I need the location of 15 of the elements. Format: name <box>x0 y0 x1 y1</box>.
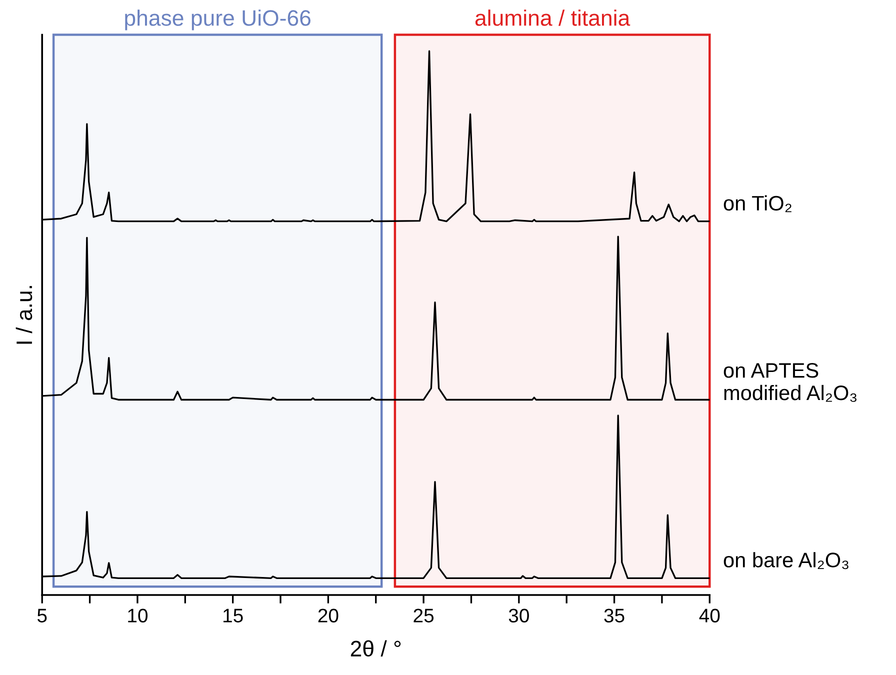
x-tick-label: 15 <box>224 608 243 622</box>
y-axis-title: I / a.u. <box>16 286 32 344</box>
x-tick-label: 30 <box>508 608 529 622</box>
x-axis-title: 2θ / ° <box>350 640 401 657</box>
series-label: on APTES modified Al₂O₃ <box>724 363 856 402</box>
x-tick-label: 5 <box>37 608 47 622</box>
series-label: on TiO₂ <box>724 195 792 212</box>
x-tick-label: 35 <box>604 608 624 622</box>
series-label: on bare Al₂O₃ <box>724 552 848 570</box>
band-label: alumina / titania <box>475 10 630 26</box>
x-tick-label: 20 <box>318 608 338 622</box>
x-tick-label: 40 <box>699 608 720 622</box>
band-label: phase pure UiO-66 <box>125 10 310 30</box>
x-tick-label: 10 <box>128 608 148 622</box>
x-tick-label: 25 <box>414 608 434 622</box>
